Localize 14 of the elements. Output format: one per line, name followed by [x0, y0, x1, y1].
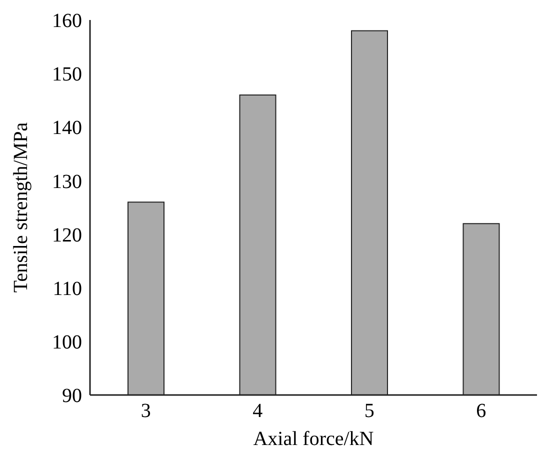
x-tick-label: 6: [476, 400, 486, 422]
y-tick-label: 130: [52, 170, 82, 193]
x-tick-label: 4: [252, 400, 263, 422]
y-tick-label: 120: [52, 224, 82, 246]
x-tick-label: 5: [364, 400, 374, 422]
y-tick-label: 90: [62, 385, 82, 408]
x-tick-label: 3: [140, 400, 151, 422]
x-axis-title: Axial force/kN: [253, 428, 374, 450]
y-tick-label: 110: [52, 278, 82, 300]
y-tick-label: 150: [52, 64, 82, 86]
y-tick-label: 140: [52, 117, 82, 140]
y-tick-label: 100: [52, 332, 82, 354]
y-axis-title: Tensile strength/MPa: [10, 122, 32, 293]
y-tick-label: 160: [52, 10, 82, 32]
